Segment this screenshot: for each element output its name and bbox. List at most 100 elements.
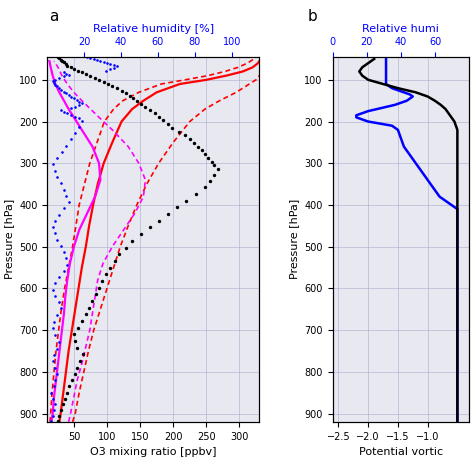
Point [137,100,145,108]
Point [52,217,59,225]
Point [67,64,74,71]
Point [113,84,121,92]
Point [146,224,154,231]
Point [102,270,109,278]
Point [87,55,94,62]
Point [60,88,68,95]
X-axis label: Relative humi: Relative humi [363,24,439,34]
Point [95,284,103,292]
Point [60,58,68,66]
Point [65,71,73,79]
Point [89,297,96,305]
Text: a: a [49,9,59,25]
Point [54,173,61,181]
Point [130,94,137,102]
Point [54,370,61,378]
Point [207,177,214,184]
Point [122,90,129,97]
Point [82,70,90,78]
Point [92,291,100,298]
Point [118,87,125,94]
Point [62,192,70,200]
Point [60,73,68,80]
Point [90,55,98,63]
Point [49,286,56,293]
Point [52,331,59,339]
Point [73,344,81,351]
Point [67,49,74,57]
Point [52,229,59,237]
Point [49,357,56,365]
Point [107,60,114,68]
Point [57,242,64,250]
Point [155,217,163,225]
Point [47,417,55,425]
Point [75,101,83,109]
Point [191,139,198,146]
Point [160,117,167,124]
Point [55,74,63,82]
Point [110,64,118,72]
Point [182,131,189,139]
Point [100,78,108,86]
Point [99,277,106,285]
Point [49,412,56,419]
Point [142,103,149,110]
Point [54,46,61,54]
Point [57,106,64,114]
Point [50,383,58,390]
Point [55,84,63,92]
Point [192,191,200,198]
Point [128,237,136,245]
Point [97,57,104,65]
Point [50,406,58,414]
Point [122,244,129,251]
Point [76,357,83,365]
Point [52,376,59,384]
Point [55,298,63,306]
Point [75,123,83,130]
Point [47,43,55,50]
Point [79,350,87,358]
Point [126,92,133,100]
Point [164,120,172,128]
Point [109,82,116,90]
Point [49,223,56,230]
Point [151,109,158,117]
X-axis label: Relative humidity [%]: Relative humidity [%] [93,24,214,34]
Point [55,412,63,419]
Point [95,76,103,83]
Point [67,136,74,143]
Point [68,376,76,384]
Point [73,96,81,104]
Point [64,389,71,396]
Point [105,80,112,88]
Point [60,186,68,193]
Point [72,103,79,110]
Point [75,98,83,105]
Point [214,165,222,173]
Point [54,236,61,243]
Point [49,395,56,403]
Point [182,197,190,205]
Point [52,167,59,174]
Point [146,106,154,114]
Point [72,129,79,137]
Point [77,52,84,59]
Point [62,142,70,149]
Point [55,211,63,219]
Point [50,351,58,359]
Point [60,108,68,115]
Point [49,78,56,85]
Point [103,59,111,67]
Point [205,154,212,162]
Point [67,104,74,112]
Point [113,63,121,70]
Point [58,148,66,155]
Point [78,69,86,76]
Point [74,324,82,331]
Point [78,117,86,125]
Point [52,280,59,287]
Point [64,261,71,268]
Point [198,146,206,154]
